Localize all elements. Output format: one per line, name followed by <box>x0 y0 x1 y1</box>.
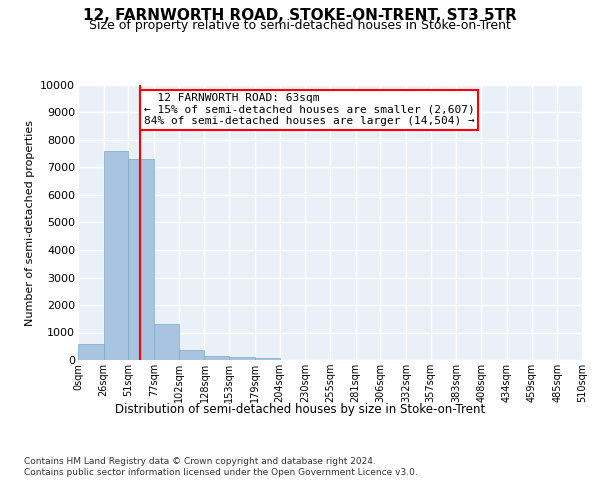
Bar <box>229 357 255 360</box>
Text: Distribution of semi-detached houses by size in Stoke-on-Trent: Distribution of semi-detached houses by … <box>115 402 485 415</box>
Bar <box>179 350 205 360</box>
Bar <box>104 151 128 360</box>
Bar <box>154 324 179 360</box>
Text: 12 FARNWORTH ROAD: 63sqm
← 15% of semi-detached houses are smaller (2,607)
84% o: 12 FARNWORTH ROAD: 63sqm ← 15% of semi-d… <box>143 93 474 126</box>
Text: Contains HM Land Registry data © Crown copyright and database right 2024.
Contai: Contains HM Land Registry data © Crown c… <box>24 458 418 477</box>
Bar <box>255 358 280 360</box>
Bar <box>128 159 154 360</box>
Bar <box>205 356 229 360</box>
Text: Size of property relative to semi-detached houses in Stoke-on-Trent: Size of property relative to semi-detach… <box>89 18 511 32</box>
Bar <box>78 344 104 360</box>
Y-axis label: Number of semi-detached properties: Number of semi-detached properties <box>25 120 35 326</box>
Text: 12, FARNWORTH ROAD, STOKE-ON-TRENT, ST3 5TR: 12, FARNWORTH ROAD, STOKE-ON-TRENT, ST3 … <box>83 8 517 22</box>
